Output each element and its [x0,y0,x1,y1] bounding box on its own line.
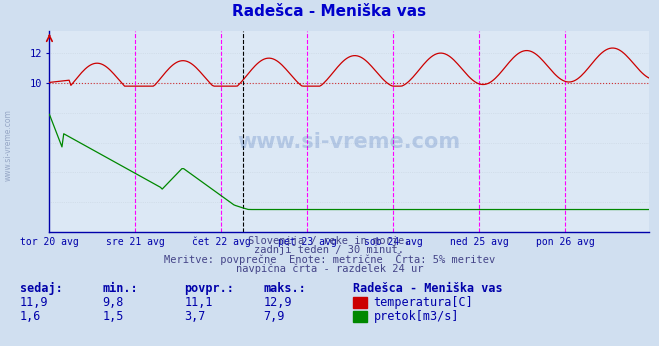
Text: 3,7: 3,7 [185,310,206,323]
Text: www.si-vreme.com: www.si-vreme.com [238,131,461,152]
Text: navpična črta - razdelek 24 ur: navpična črta - razdelek 24 ur [236,263,423,274]
Text: 12,9: 12,9 [264,296,292,309]
Text: Radešca - Meniška vas: Radešca - Meniška vas [353,282,502,295]
Text: 11,1: 11,1 [185,296,213,309]
Text: Slovenija / reke in morje.: Slovenija / reke in morje. [248,236,411,246]
Text: povpr.:: povpr.: [185,282,235,295]
Text: pretok[m3/s]: pretok[m3/s] [374,310,459,323]
Text: sedaj:: sedaj: [20,282,63,295]
Text: maks.:: maks.: [264,282,306,295]
Text: 9,8: 9,8 [102,296,123,309]
Text: temperatura[C]: temperatura[C] [374,296,473,309]
Text: 1,5: 1,5 [102,310,123,323]
Text: www.si-vreme.com: www.si-vreme.com [4,109,13,181]
Text: Meritve: povprečne  Enote: metrične  Črta: 5% meritev: Meritve: povprečne Enote: metrične Črta:… [164,253,495,265]
Text: 7,9: 7,9 [264,310,285,323]
Text: 1,6: 1,6 [20,310,41,323]
Text: zadnji teden / 30 minut.: zadnji teden / 30 minut. [254,245,405,255]
Text: 11,9: 11,9 [20,296,48,309]
Text: Radešca - Meniška vas: Radešca - Meniška vas [233,3,426,19]
Text: min.:: min.: [102,282,138,295]
